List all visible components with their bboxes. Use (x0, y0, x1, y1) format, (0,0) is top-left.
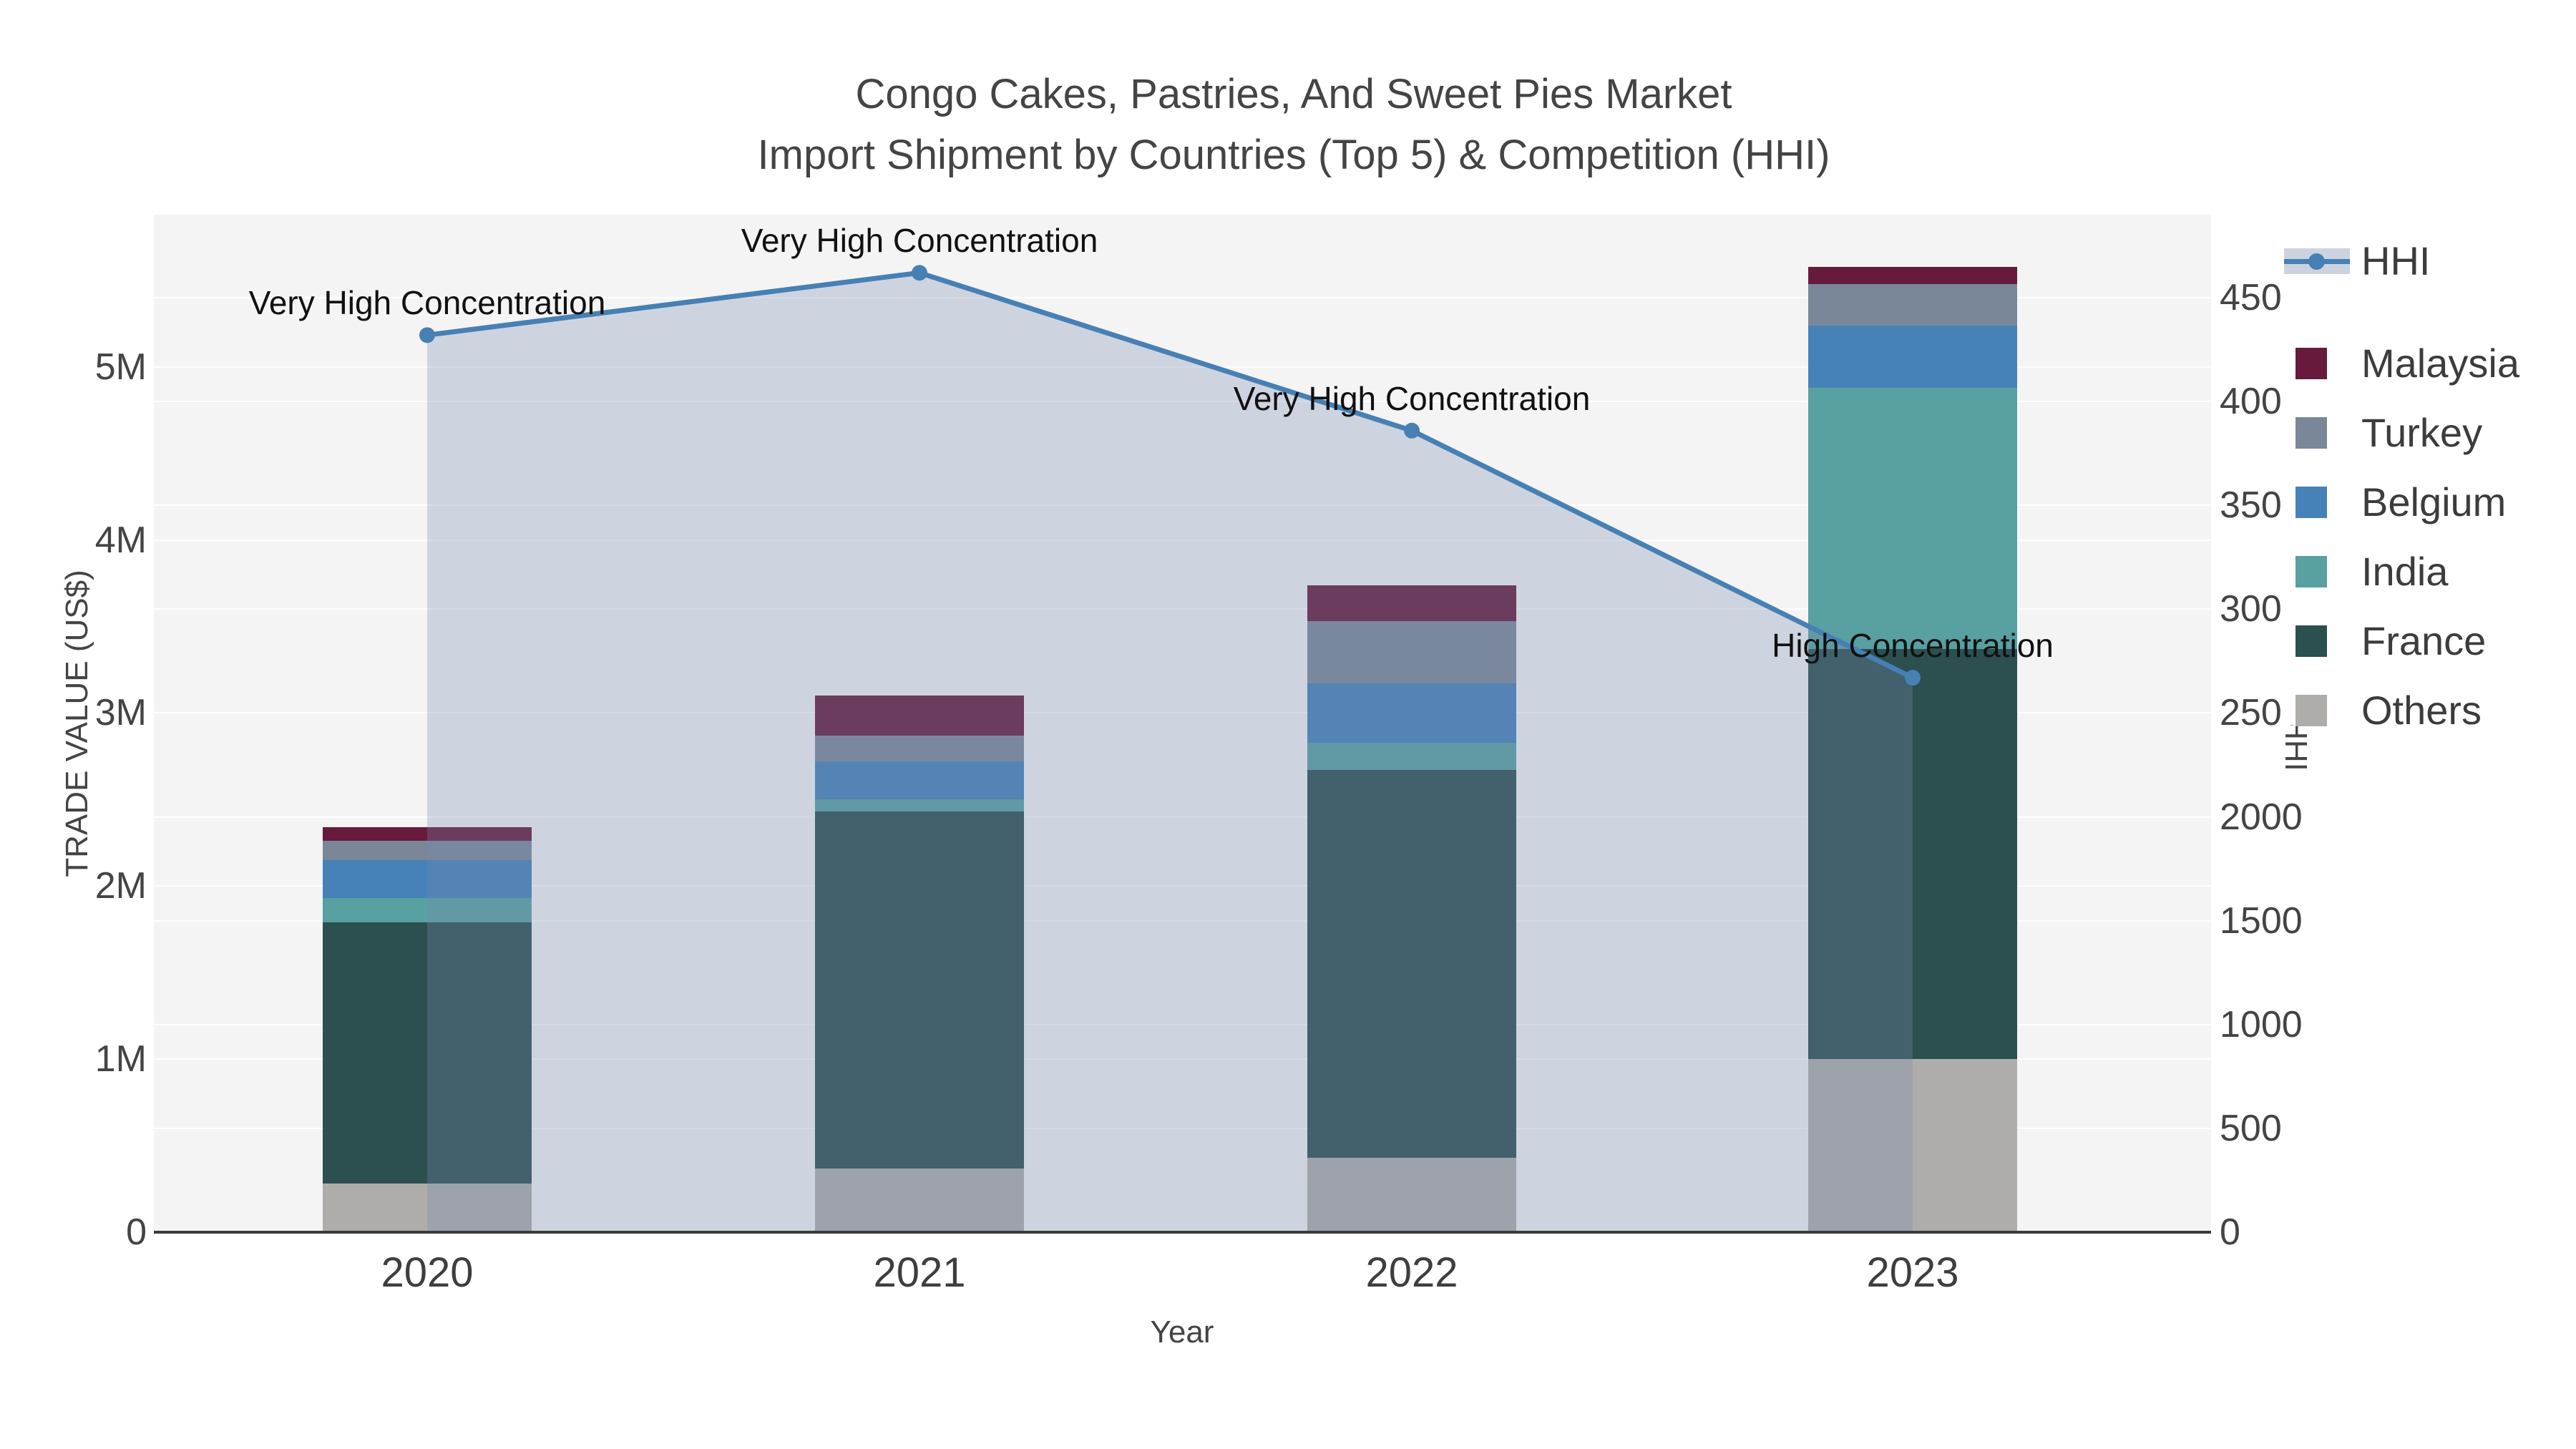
bar-segment-france-2022[interactable] (1307, 770, 1516, 1158)
annotation-2022: Very High Concentration (1233, 379, 1591, 417)
hhi-marker-swatch (2308, 253, 2325, 270)
gridline-right-3500 (154, 504, 2211, 507)
bar-segment-others-2022[interactable] (1307, 1158, 1516, 1232)
hhi-marker-2023[interactable] (1905, 670, 1921, 686)
bar-segment-belgium-2020[interactable] (323, 860, 532, 899)
others-color-swatch (2296, 695, 2327, 726)
turkey-color-swatch (2296, 417, 2327, 449)
legend-label-malaysia: Malaysia (2361, 341, 2519, 386)
bar-segment-malaysia-2022[interactable] (1307, 585, 1516, 622)
bar-segment-belgium-2022[interactable] (1307, 683, 1516, 743)
x-tick-2022: 2022 (1365, 1249, 1458, 1296)
x-axis-line (154, 1231, 2211, 1234)
annotation-2020: Very High Concentration (248, 284, 606, 322)
legend-label-belgium: Belgium (2361, 479, 2507, 525)
right-tick-0: 0 (2220, 1211, 2240, 1253)
legend-item-belgium[interactable]: Belgium (2283, 479, 2576, 525)
gridline-right-2000 (154, 816, 2211, 818)
gridline-right-3000 (154, 608, 2211, 610)
left-tick-5M: 5M (94, 346, 147, 388)
x-axis-title: Year (1150, 1314, 1214, 1350)
chart-title-line2: Import Shipment by Countries (Top 5) & C… (757, 132, 1830, 178)
legend-item-turkey[interactable]: Turkey (2283, 410, 2576, 456)
gridline-left-1M (154, 1058, 2211, 1060)
left-tick-2M: 2M (94, 865, 147, 907)
bar-segment-turkey-2022[interactable] (1307, 621, 1516, 684)
chart-title-line1: Congo Cakes, Pastries, And Sweet Pies Ma… (855, 71, 1732, 117)
bar-segment-others-2020[interactable] (323, 1184, 532, 1232)
bar-segment-malaysia-2021[interactable] (815, 696, 1024, 736)
legend-label-india: India (2361, 549, 2449, 594)
legend-item-hhi[interactable]: HHI (2283, 238, 2576, 284)
bar-segment-turkey-2020[interactable] (323, 841, 532, 861)
left-tick-1M: 1M (94, 1038, 147, 1080)
malaysia-color-swatch (2296, 348, 2327, 379)
hhi-marker-2022[interactable] (1404, 422, 1420, 439)
bar-segment-malaysia-2023[interactable] (1808, 266, 2017, 284)
legend-label-hhi: HHI (2361, 238, 2431, 283)
x-tick-2021: 2021 (873, 1249, 966, 1296)
bar-segment-france-2021[interactable] (815, 811, 1024, 1169)
right-tick-1500: 1500 (2220, 899, 2303, 942)
legend-label-turkey: Turkey (2361, 410, 2483, 455)
gridline-right-1000 (154, 1023, 2211, 1025)
gridline-left-2M (154, 885, 2211, 887)
bar-segment-malaysia-2020[interactable] (323, 827, 532, 841)
legend-item-india[interactable]: India (2283, 549, 2576, 595)
hhi-marker-2021[interactable] (912, 265, 927, 281)
gridline-right-4000 (154, 401, 2211, 403)
hhi-area-fill (427, 273, 1913, 1233)
gridline-left-4M (154, 539, 2211, 541)
hhi-line (426, 270, 1914, 680)
bar-segment-india-2021[interactable] (815, 799, 1024, 812)
gridline-right-1500 (154, 919, 2211, 922)
annotation-2021: Very High Concentration (741, 222, 1098, 260)
bar-segment-turkey-2023[interactable] (1808, 283, 2017, 326)
x-tick-2020: 2020 (381, 1249, 474, 1296)
right-tick-2000: 2000 (2220, 796, 2303, 838)
france-color-swatch (2296, 625, 2327, 657)
legend-label-others: Others (2361, 688, 2482, 733)
gridline-right-2500 (154, 712, 2211, 714)
bar-segment-belgium-2023[interactable] (1808, 325, 2017, 388)
gridline-right-500 (154, 1127, 2211, 1129)
right-tick-500: 500 (2220, 1107, 2282, 1149)
hhi-marker-2020[interactable] (419, 327, 435, 343)
bar-segment-others-2023[interactable] (1808, 1059, 2017, 1232)
bar-segment-india-2022[interactable] (1307, 742, 1516, 771)
bar-segment-others-2021[interactable] (815, 1168, 1024, 1232)
x-tick-2023: 2023 (1866, 1249, 1959, 1296)
left-tick-4M: 4M (94, 519, 147, 561)
bar-segment-india-2020[interactable] (323, 898, 532, 923)
annotation-2023: High Concentration (1772, 627, 2054, 665)
bar-segment-belgium-2021[interactable] (815, 761, 1024, 800)
legend-label-france: France (2361, 618, 2487, 663)
legend-item-malaysia[interactable]: Malaysia (2283, 341, 2576, 386)
bar-segment-india-2023[interactable] (1808, 387, 2017, 649)
y-axis-left-title: TRADE VALUE (US$) (59, 570, 94, 877)
bar-segment-france-2020[interactable] (323, 922, 532, 1184)
gridline-right-4500 (154, 297, 2211, 299)
legend-item-others[interactable]: Others (2283, 688, 2576, 733)
bar-segment-france-2023[interactable] (1808, 649, 2017, 1060)
bar-segment-turkey-2021[interactable] (815, 735, 1024, 762)
left-tick-0: 0 (126, 1211, 147, 1253)
legend-item-france[interactable]: France (2283, 618, 2576, 664)
gridline-left-5M (154, 366, 2211, 368)
legend: HHI Malaysia Turkey Belgium India France Other… (2283, 233, 2576, 733)
india-color-swatch (2296, 556, 2327, 587)
right-tick-1000: 1000 (2220, 1003, 2303, 1045)
belgium-color-swatch (2296, 487, 2327, 518)
left-tick-3M: 3M (94, 692, 147, 734)
